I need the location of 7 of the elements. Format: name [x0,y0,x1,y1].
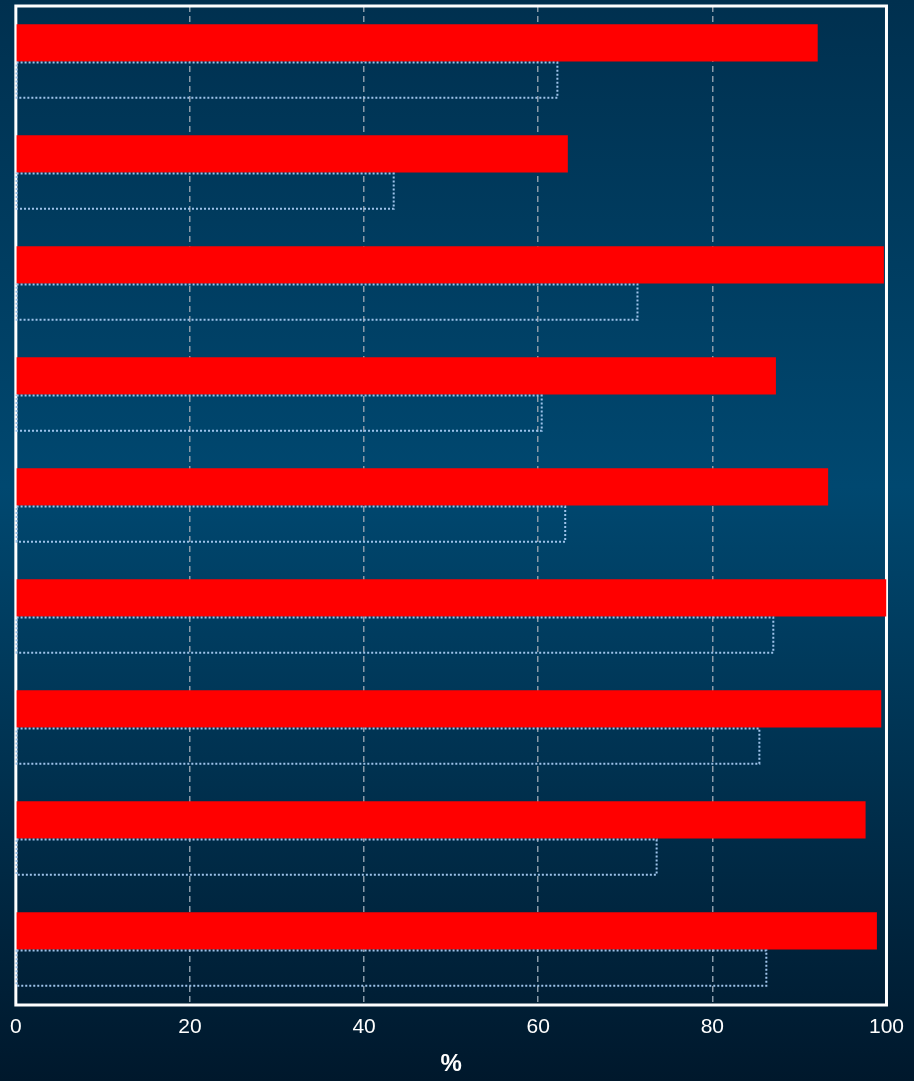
x-axis-title: % [440,1049,462,1077]
x-tick-label: 0 [10,1014,22,1038]
x-tick-label: 60 [526,1014,550,1038]
x-tick-label: 20 [178,1014,202,1038]
x-tick-label: 100 [868,1014,904,1038]
x-tick-label: 80 [700,1014,725,1038]
x-tick-label: 40 [352,1014,376,1038]
